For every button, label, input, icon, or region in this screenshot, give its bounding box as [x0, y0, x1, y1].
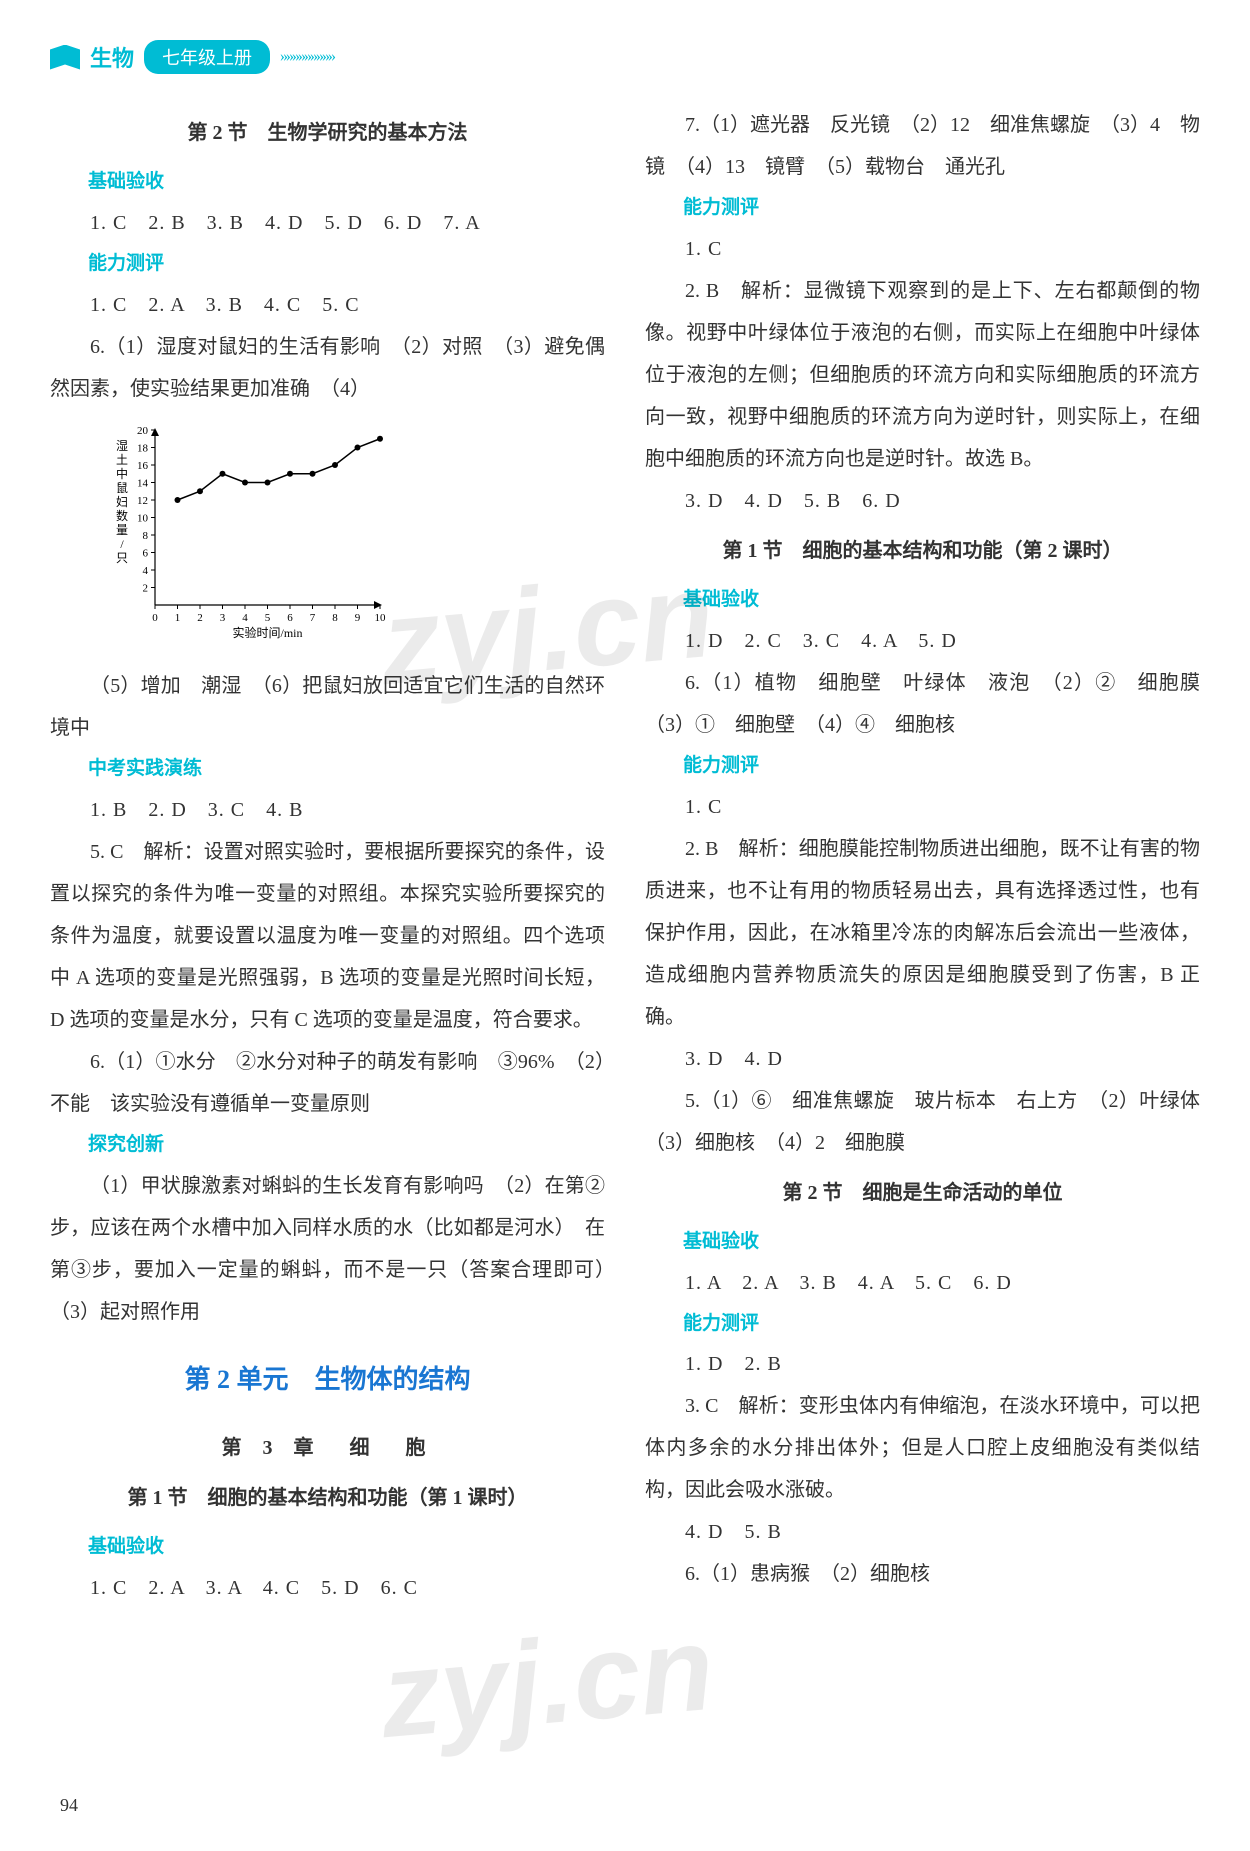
- line-chart: 2468101214161820012345678910实验时间/min湿土中鼠…: [110, 420, 605, 655]
- svg-text:6: 6: [287, 612, 293, 624]
- svg-text:4: 4: [242, 612, 248, 624]
- right-column: 7.（1）遮光器 反光镜 （2）12 细准焦螺旋 （3）4 物镜 （4）13 镜…: [645, 104, 1200, 1609]
- r-s2-nengli-header: 能力测评: [645, 1304, 1200, 1344]
- r-s2-nl-a45: 4. D 5. B: [645, 1511, 1200, 1553]
- svg-text:8: 8: [332, 612, 338, 624]
- page-number: 94: [60, 1795, 78, 1816]
- svg-text:4: 4: [143, 565, 149, 577]
- s1-2-nl-a34: 3. D 4. D: [645, 1038, 1200, 1080]
- zhongkao-header: 中考实践演练: [50, 749, 605, 789]
- svg-text:3: 3: [220, 612, 226, 624]
- r-s2-nl-q3: 3. C 解析：变形虫体内有伸缩泡，在淡水环境中，可以把体内多余的水分排出体外；…: [645, 1385, 1200, 1511]
- s1-2-nengli-header: 能力测评: [645, 746, 1200, 786]
- section-2-title: 第 2 节 生物学研究的基本方法: [50, 112, 605, 154]
- zk-answers: 1. B 2. D 3. C 4. B: [50, 789, 605, 831]
- svg-text:18: 18: [137, 442, 149, 454]
- s2-nengli-answers: 1. C 2. A 3. B 4. C 5. C: [50, 284, 605, 326]
- left-column: 第 2 节 生物学研究的基本方法 基础验收 1. C 2. B 3. B 4. …: [50, 104, 605, 1609]
- r-nengli-header: 能力测评: [645, 188, 1200, 228]
- page-header: 生物 七年级上册 »»»»»»»»»: [50, 40, 1200, 74]
- svg-text:16: 16: [137, 460, 149, 472]
- svg-text:9: 9: [355, 612, 361, 624]
- subject-label: 生物: [90, 41, 134, 73]
- svg-text:2: 2: [143, 582, 149, 594]
- r-s2-nl-q6: 6.（1）患病猴 （2）细胞核: [645, 1553, 1200, 1595]
- r-s2-title: 第 2 节 细胞是生命活动的单位: [645, 1172, 1200, 1214]
- svg-text:实验时间/min: 实验时间/min: [232, 625, 302, 640]
- zk-q5: 5. C 解析：设置对照实验时，要根据所要探究的条件，设置以探究的条件为唯一变量…: [50, 831, 605, 1041]
- grade-badge: 七年级上册: [144, 40, 270, 74]
- unit-2-title: 第 2 单元 生物体的结构: [50, 1353, 605, 1408]
- s1-2-q6: 6.（1）植物 细胞壁 叶绿体 液泡 （2）② 细胞膜 （3）① 细胞壁 （4）…: [645, 662, 1200, 746]
- svg-text:1: 1: [175, 612, 181, 624]
- r-nl-a36: 3. D 4. D 5. B 6. D: [645, 480, 1200, 522]
- s1-2-jichu-header: 基础验收: [645, 580, 1200, 620]
- chapter-3-title: 第 3 章 细 胞: [50, 1427, 605, 1469]
- s1-2-nl-q5: 5.（1）⑥ 细准焦螺旋 玻片标本 右上方 （2）叶绿体 （3）细胞核 （4）2…: [645, 1080, 1200, 1164]
- r-nl-q2: 2. B 解析：显微镜下观察到的是上下、左右都颠倒的物像。视野中叶绿体位于液泡的…: [645, 270, 1200, 480]
- r-nl-a1: 1. C: [645, 228, 1200, 270]
- svg-text:7: 7: [310, 612, 316, 624]
- main-content: 第 2 节 生物学研究的基本方法 基础验收 1. C 2. B 3. B 4. …: [50, 104, 1200, 1609]
- svg-text:20: 20: [137, 425, 149, 437]
- svg-text:5: 5: [265, 612, 271, 624]
- r-s2-nl-a12: 1. D 2. B: [645, 1343, 1200, 1385]
- q7-text: 7.（1）遮光器 反光镜 （2）12 细准焦螺旋 （3）4 物镜 （4）13 镜…: [645, 104, 1200, 188]
- s2-jichu-answers: 1. C 2. B 3. B 4. D 5. D 6. D 7. A: [50, 202, 605, 244]
- nengli-header: 能力测评: [50, 244, 605, 284]
- svg-text:14: 14: [137, 477, 149, 489]
- svg-text:2: 2: [197, 612, 203, 624]
- book-icon: [50, 45, 80, 70]
- s1-2-title: 第 1 节 细胞的基本结构和功能（第 2 课时）: [645, 530, 1200, 572]
- svg-text:6: 6: [143, 547, 149, 559]
- s2-q6-part1: 6.（1）湿度对鼠妇的生活有影响 （2）对照 （3）避免偶然因素，使实验结果更加…: [50, 326, 605, 410]
- s2-q6-part2: （5）增加 潮湿 （6）把鼠妇放回适宜它们生活的自然环境中: [50, 665, 605, 749]
- svg-text:12: 12: [137, 495, 148, 507]
- svg-text:10: 10: [137, 512, 149, 524]
- s1-2-nl-q2: 2. B 解析：细胞膜能控制物质进出细胞，既不让有害的物质进来，也不让有用的物质…: [645, 828, 1200, 1038]
- s1-2-jichu-answers: 1. D 2. C 3. C 4. A 5. D: [645, 620, 1200, 662]
- ch3-s1-title: 第 1 节 细胞的基本结构和功能（第 1 课时）: [50, 1477, 605, 1519]
- chevron-decorator: »»»»»»»»»: [280, 48, 334, 66]
- ch3-s1-jichu-answers: 1. C 2. A 3. A 4. C 5. D 6. C: [50, 1567, 605, 1609]
- svg-text:0: 0: [152, 612, 158, 624]
- svg-text:8: 8: [143, 530, 149, 542]
- zk-q6: 6.（1）①水分 ②水分对种子的萌发有影响 ③96% （2）不能 该实验没有遵循…: [50, 1041, 605, 1125]
- s1-2-nl-a1: 1. C: [645, 786, 1200, 828]
- watermark-2: zyj.cn: [375, 1599, 719, 1766]
- tanjiu-header: 探究创新: [50, 1125, 605, 1165]
- svg-text:湿土中鼠妇数量/只: 湿土中鼠妇数量/只: [116, 438, 128, 565]
- jichu-header: 基础验收: [50, 162, 605, 202]
- tanjiu-text: （1）甲状腺激素对蝌蚪的生长发育有影响吗 （2）在第②步，应该在两个水槽中加入同…: [50, 1165, 605, 1333]
- r-s2-jichu-header: 基础验收: [645, 1222, 1200, 1262]
- r-s2-jichu-answers: 1. A 2. A 3. B 4. A 5. C 6. D: [645, 1262, 1200, 1304]
- svg-text:10: 10: [375, 612, 387, 624]
- ch3-jichu-header: 基础验收: [50, 1527, 605, 1567]
